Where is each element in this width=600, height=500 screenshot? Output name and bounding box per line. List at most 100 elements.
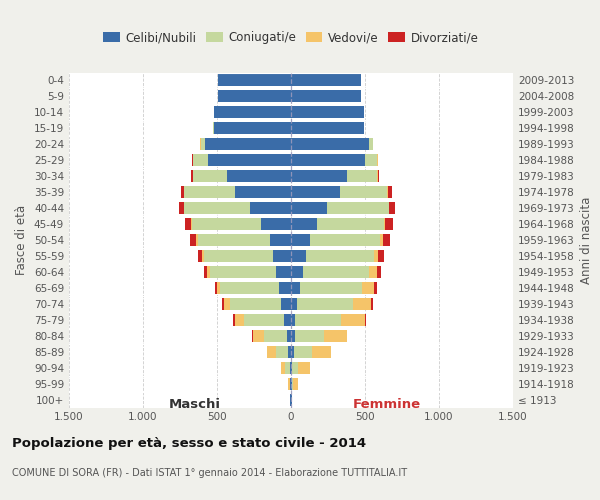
Bar bbox=[284, 314, 291, 326]
Bar bbox=[291, 298, 297, 310]
Bar bbox=[181, 186, 184, 198]
Bar bbox=[389, 202, 395, 214]
Bar bbox=[291, 106, 364, 118]
Text: Maschi: Maschi bbox=[169, 398, 221, 410]
Bar bbox=[374, 250, 379, 262]
Bar bbox=[288, 346, 291, 358]
Bar bbox=[325, 330, 347, 342]
Bar bbox=[233, 314, 235, 326]
Bar bbox=[380, 234, 383, 246]
Bar bbox=[209, 266, 276, 278]
Text: Popolazione per età, sesso e stato civile - 2014: Popolazione per età, sesso e stato civil… bbox=[12, 438, 366, 450]
Bar bbox=[191, 170, 193, 182]
Bar bbox=[365, 314, 367, 326]
Bar bbox=[298, 362, 310, 374]
Bar bbox=[200, 138, 201, 150]
Bar bbox=[365, 154, 377, 166]
Bar bbox=[281, 362, 285, 374]
Bar bbox=[291, 74, 361, 86]
Text: Femmine: Femmine bbox=[353, 398, 421, 410]
Bar bbox=[215, 282, 217, 294]
Bar bbox=[208, 266, 209, 278]
Bar bbox=[235, 314, 244, 326]
Bar bbox=[291, 202, 326, 214]
Bar bbox=[293, 378, 298, 390]
Bar bbox=[193, 170, 227, 182]
Bar bbox=[281, 298, 291, 310]
Bar bbox=[291, 250, 306, 262]
Bar bbox=[291, 170, 347, 182]
Bar bbox=[193, 154, 208, 166]
Bar bbox=[265, 330, 287, 342]
Bar bbox=[379, 250, 383, 262]
Bar bbox=[208, 154, 291, 166]
Bar bbox=[192, 154, 193, 166]
Bar bbox=[244, 314, 284, 326]
Bar bbox=[191, 218, 192, 230]
Bar bbox=[224, 298, 230, 310]
Bar bbox=[196, 234, 198, 246]
Bar bbox=[290, 378, 291, 390]
Bar bbox=[312, 346, 331, 358]
Bar bbox=[326, 202, 389, 214]
Bar bbox=[250, 202, 291, 214]
Bar bbox=[291, 234, 310, 246]
Text: COMUNE DI SORA (FR) - Dati ISTAT 1° gennaio 2014 - Elaborazione TUTTITALIA.IT: COMUNE DI SORA (FR) - Dati ISTAT 1° genn… bbox=[12, 468, 407, 477]
Bar bbox=[291, 138, 370, 150]
Bar bbox=[201, 138, 205, 150]
Bar bbox=[198, 234, 270, 246]
Y-axis label: Anni di nascita: Anni di nascita bbox=[580, 196, 593, 284]
Bar bbox=[388, 186, 392, 198]
Bar bbox=[291, 122, 364, 134]
Bar bbox=[300, 282, 362, 294]
Bar bbox=[291, 90, 361, 102]
Bar bbox=[291, 154, 365, 166]
Bar bbox=[291, 330, 295, 342]
Bar bbox=[214, 106, 291, 118]
Bar bbox=[383, 218, 385, 230]
Bar bbox=[205, 138, 291, 150]
Y-axis label: Fasce di età: Fasce di età bbox=[16, 205, 28, 275]
Bar bbox=[310, 234, 380, 246]
Bar bbox=[252, 330, 253, 342]
Bar bbox=[291, 282, 300, 294]
Bar bbox=[276, 346, 288, 358]
Bar bbox=[291, 362, 292, 374]
Bar bbox=[383, 234, 390, 246]
Bar bbox=[273, 250, 291, 262]
Bar bbox=[377, 266, 380, 278]
Bar bbox=[235, 186, 291, 198]
Bar bbox=[179, 202, 184, 214]
Bar bbox=[218, 74, 291, 86]
Bar bbox=[295, 330, 325, 342]
Bar bbox=[387, 186, 388, 198]
Bar bbox=[291, 346, 294, 358]
Bar bbox=[288, 378, 290, 390]
Bar bbox=[385, 218, 393, 230]
Bar bbox=[303, 266, 370, 278]
Bar bbox=[353, 298, 371, 310]
Bar bbox=[294, 346, 312, 358]
Bar bbox=[276, 266, 291, 278]
Legend: Celibi/Nubili, Coniugati/e, Vedovi/e, Divorziati/e: Celibi/Nubili, Coniugati/e, Vedovi/e, Di… bbox=[98, 26, 484, 49]
Bar bbox=[292, 362, 298, 374]
Bar bbox=[190, 234, 196, 246]
Bar bbox=[291, 266, 303, 278]
Bar bbox=[253, 330, 265, 342]
Bar bbox=[362, 282, 374, 294]
Bar bbox=[341, 314, 365, 326]
Bar bbox=[306, 250, 374, 262]
Bar bbox=[291, 378, 292, 390]
Bar bbox=[217, 282, 220, 294]
Bar bbox=[340, 186, 387, 198]
Bar bbox=[377, 170, 379, 182]
Bar bbox=[230, 298, 281, 310]
Bar bbox=[317, 218, 383, 230]
Bar bbox=[297, 298, 353, 310]
Bar bbox=[192, 218, 262, 230]
Bar bbox=[291, 394, 292, 406]
Bar bbox=[227, 170, 291, 182]
Bar bbox=[291, 186, 340, 198]
Bar bbox=[202, 250, 203, 262]
Bar bbox=[287, 330, 291, 342]
